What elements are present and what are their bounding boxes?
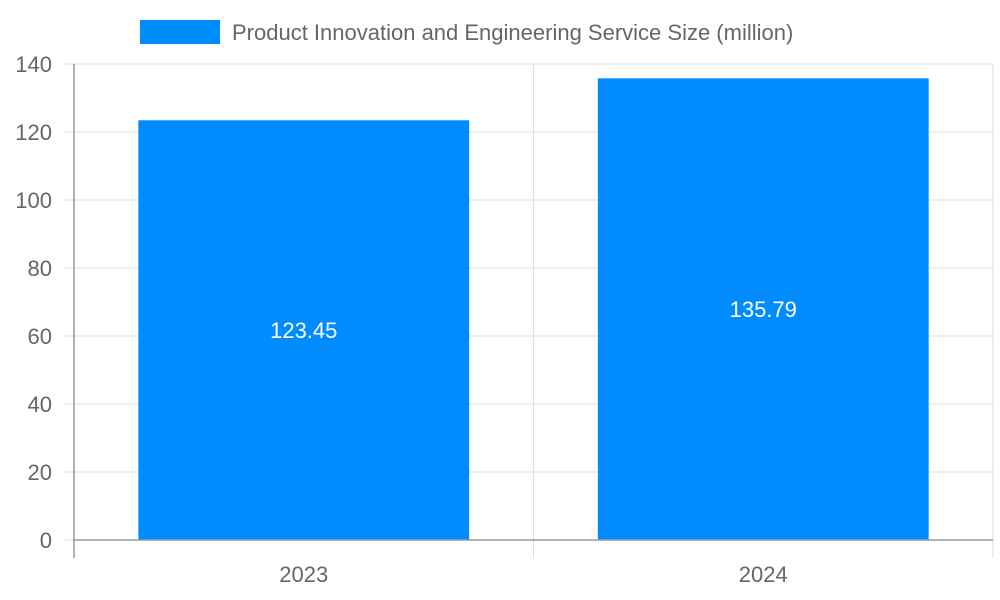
y-axis-ticks: 0 20 40 60 80 100 120 140	[15, 52, 52, 553]
y-tick-label: 0	[40, 528, 52, 553]
bars: 123.45 135.79	[138, 78, 929, 541]
legend-label: Product Innovation and Engineering Servi…	[232, 20, 793, 45]
y-tick-label: 140	[15, 52, 52, 77]
axes	[73, 64, 993, 558]
legend[interactable]: Product Innovation and Engineering Servi…	[140, 20, 793, 45]
bar-2024	[597, 78, 929, 541]
y-tick-label: 60	[28, 324, 52, 349]
data-label: 123.45	[270, 318, 337, 343]
y-tick-label: 40	[28, 392, 52, 417]
data-label: 135.79	[730, 297, 797, 322]
x-tick-label: 2023	[279, 562, 328, 587]
y-tick-label: 80	[28, 256, 52, 281]
x-axis-ticks: 2023 2024	[279, 562, 787, 587]
y-tick-label: 20	[28, 460, 52, 485]
y-tick-label: 120	[15, 120, 52, 145]
bar-2023	[138, 120, 470, 541]
legend-swatch	[140, 20, 220, 44]
x-tick-label: 2024	[739, 562, 788, 587]
y-tick-label: 100	[15, 188, 52, 213]
